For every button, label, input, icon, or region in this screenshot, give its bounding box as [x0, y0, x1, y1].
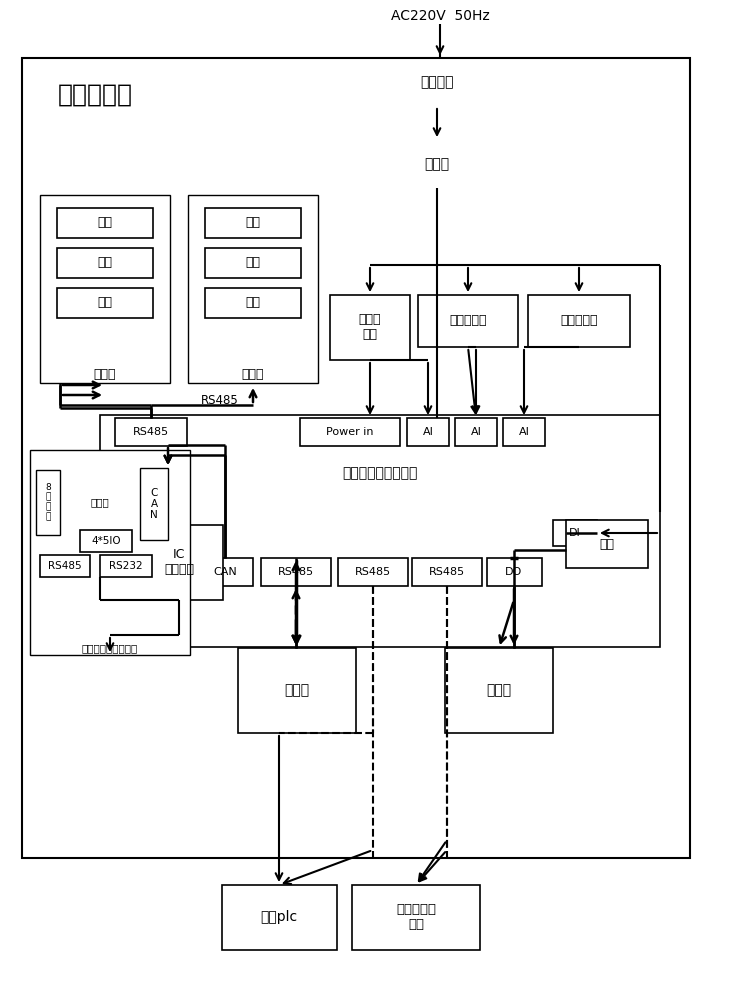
Text: 交易结算计
算机: 交易结算计 算机: [396, 903, 436, 931]
Bar: [205, 208, 301, 238]
Bar: [370, 140, 505, 188]
Text: IC
读写模块: IC 读写模块: [164, 548, 194, 576]
Bar: [330, 295, 410, 360]
Bar: [238, 648, 356, 733]
Text: 数量: 数量: [98, 256, 112, 269]
Text: 金额: 金额: [245, 217, 261, 230]
Bar: [135, 525, 223, 600]
Text: RS485: RS485: [201, 393, 239, 406]
Text: 数量: 数量: [245, 256, 261, 269]
Bar: [566, 520, 648, 568]
Text: RS485: RS485: [133, 427, 169, 437]
Bar: [261, 558, 331, 586]
Text: RS485: RS485: [278, 567, 314, 577]
Text: Power in: Power in: [326, 427, 374, 437]
Bar: [370, 58, 505, 106]
Bar: [57, 288, 153, 318]
Bar: [352, 885, 480, 950]
Text: 压力传
感器: 压力传 感器: [358, 313, 381, 341]
Bar: [445, 648, 553, 733]
Text: 电磁阀: 电磁阀: [486, 683, 511, 697]
Text: 前显示: 前显示: [94, 367, 116, 380]
Bar: [188, 195, 318, 383]
Text: 4*5IO: 4*5IO: [91, 536, 120, 546]
Text: 急停: 急停: [599, 538, 615, 550]
Text: 显示板: 显示板: [91, 497, 109, 507]
Text: RS485: RS485: [429, 567, 465, 577]
Text: 远程plc: 远程plc: [260, 910, 298, 924]
Text: RS232: RS232: [109, 561, 143, 571]
Bar: [36, 470, 60, 535]
Bar: [205, 288, 301, 318]
Text: 单价: 单价: [245, 296, 261, 310]
Bar: [30, 450, 190, 655]
Text: 氢气传感器: 氢气传感器: [560, 314, 598, 328]
Text: 键盘、显示、读卡器: 键盘、显示、读卡器: [82, 643, 138, 653]
Bar: [455, 418, 497, 446]
Text: 金额: 金额: [98, 217, 112, 230]
Text: AI: AI: [471, 427, 481, 437]
Bar: [140, 468, 168, 540]
Bar: [40, 555, 90, 577]
Bar: [57, 248, 153, 278]
Bar: [80, 530, 132, 552]
Bar: [338, 558, 408, 586]
Text: RS485: RS485: [355, 567, 391, 577]
Text: 氢气加气机: 氢气加气机: [58, 83, 133, 107]
Bar: [553, 520, 597, 546]
Bar: [412, 558, 482, 586]
Bar: [300, 418, 400, 446]
Text: AI: AI: [519, 427, 529, 437]
Bar: [222, 885, 337, 950]
Bar: [100, 415, 660, 647]
Text: AC220V  50Hz: AC220V 50Hz: [391, 9, 489, 23]
Bar: [407, 418, 449, 446]
Bar: [198, 558, 253, 586]
Bar: [487, 558, 542, 586]
Bar: [503, 418, 545, 446]
Bar: [115, 418, 187, 446]
Text: 加气机中央控制模块: 加气机中央控制模块: [342, 466, 418, 480]
Text: 流量计: 流量计: [285, 683, 310, 697]
Text: AI: AI: [423, 427, 434, 437]
Text: DO: DO: [505, 567, 522, 577]
Bar: [100, 555, 152, 577]
Text: 安全栅: 安全栅: [424, 157, 449, 171]
Text: C
A
N: C A N: [150, 488, 158, 520]
Bar: [205, 248, 301, 278]
Text: CAN: CAN: [213, 567, 237, 577]
Text: 后显示: 后显示: [242, 367, 265, 380]
Text: RS485: RS485: [48, 561, 82, 571]
Bar: [528, 295, 630, 347]
Text: 8
位
总
线: 8 位 总 线: [45, 483, 51, 521]
Bar: [57, 208, 153, 238]
Bar: [22, 58, 690, 858]
Bar: [40, 195, 170, 383]
Text: 温度传感器: 温度传感器: [449, 314, 487, 328]
Bar: [418, 295, 518, 347]
Text: 电源模块: 电源模块: [420, 75, 454, 89]
Text: DI: DI: [569, 528, 581, 538]
Text: 单价: 单价: [98, 296, 112, 310]
